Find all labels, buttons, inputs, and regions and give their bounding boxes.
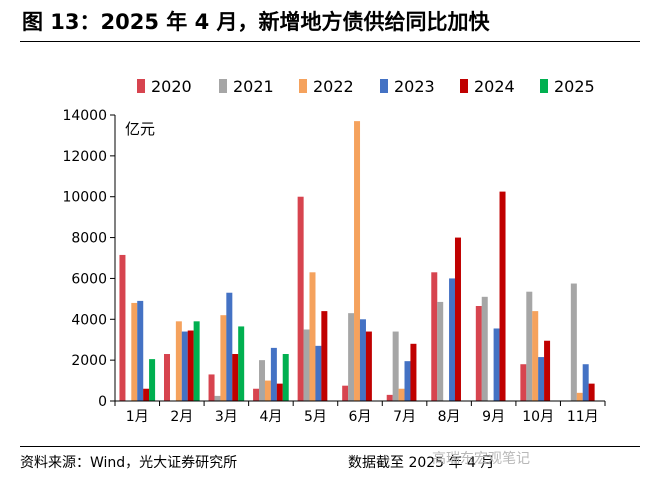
bar-2023-4月	[270, 347, 277, 401]
data-cutoff-note: 数据截至 2025 年 4 月	[348, 455, 495, 471]
y-tick-label: 10000	[62, 190, 107, 206]
chart-title: 图 13：2025 年 4 月，新增地方债供给同比加快	[22, 10, 490, 34]
footer-rule	[20, 446, 640, 447]
x-tick-label: 6月	[349, 409, 372, 425]
bar-2020-9月	[475, 306, 482, 401]
legend-label-2021: 2021	[233, 77, 274, 96]
watermark: 高瑞东宏观笔记	[432, 451, 530, 467]
legend-label-2023: 2023	[394, 77, 435, 96]
bar-2025-2月	[193, 321, 200, 401]
bar-2022-3月	[220, 315, 227, 401]
bar-2024-8月	[454, 237, 461, 401]
bar-2020-1月	[119, 254, 126, 401]
bar-2022-7月	[398, 388, 405, 401]
chart-legend: 2020 2021 2022 2023 2024 2025	[137, 77, 595, 96]
bar-2025-1月	[149, 359, 156, 401]
bar-2020-4月	[253, 388, 260, 401]
bar-2023-11月	[582, 364, 589, 401]
y-tick-label: 14000	[62, 108, 107, 124]
bar-2022-11月	[576, 392, 583, 401]
bar-2024-10月	[544, 340, 551, 401]
bar-2020-3月	[208, 374, 215, 401]
y-tick-label: 8000	[71, 231, 107, 247]
bar-2023-1月	[137, 300, 144, 401]
bar-2020-8月	[431, 272, 438, 401]
legend-swatch-2023	[380, 79, 388, 93]
y-tick-label: 6000	[71, 271, 107, 287]
bar-2024-5月	[321, 311, 328, 401]
legend-label-2025: 2025	[554, 77, 595, 96]
x-tick-label: 7月	[393, 409, 416, 425]
bar-2023-10月	[538, 357, 545, 401]
legend-swatch-2024	[460, 79, 468, 93]
bar-2021-4月	[259, 360, 266, 401]
bar-2021-11月	[570, 283, 577, 401]
bar-2022-6月	[354, 121, 361, 401]
bar-2021-7月	[392, 331, 399, 401]
x-tick-label: 5月	[304, 409, 327, 425]
x-tick-label: 4月	[259, 409, 282, 425]
bar-2024-1月	[143, 388, 150, 401]
bar-2020-7月	[386, 394, 393, 401]
bar-2021-8月	[437, 301, 444, 401]
y-tick-label: 2000	[71, 353, 107, 369]
bar-2024-3月	[232, 354, 239, 401]
y-tick-label: 0	[98, 394, 107, 410]
x-tick-label: 3月	[215, 409, 238, 425]
y-tick-label: 4000	[71, 312, 107, 328]
bar-2021-9月	[481, 296, 488, 401]
bar-2025-4月	[282, 354, 289, 401]
bar-2024-7月	[410, 343, 417, 401]
bar-2024-2月	[187, 330, 194, 401]
x-tick-label: 9月	[482, 409, 505, 425]
legend-swatch-2022	[299, 79, 307, 93]
bar-2024-11月	[588, 383, 595, 401]
bar-2022-10月	[532, 311, 539, 401]
bar-2023-2月	[181, 331, 188, 401]
bar-2023-7月	[404, 361, 411, 401]
y-axis: 0 2000 4000 6000 8000 10000 12000 14000	[62, 108, 116, 410]
bar-2022-4月	[264, 380, 271, 401]
bar-2020-5月	[297, 196, 304, 401]
legend-label-2020: 2020	[151, 77, 192, 96]
bars	[119, 121, 595, 401]
bar-2023-3月	[226, 292, 233, 401]
legend-swatch-2025	[540, 79, 548, 93]
x-tick-label: 11月	[567, 409, 599, 425]
bar-2023-5月	[315, 345, 322, 401]
bar-2025-3月	[238, 326, 245, 401]
bar-2024-6月	[365, 331, 372, 401]
x-tick-label: 10月	[522, 409, 554, 425]
bar-2023-8月	[449, 278, 456, 401]
bar-2021-6月	[348, 313, 355, 401]
bar-2022-2月	[175, 321, 182, 401]
bar-2021-10月	[526, 291, 533, 401]
bar-2024-9月	[499, 191, 506, 401]
title-rule	[20, 41, 640, 42]
legend-swatch-2020	[137, 79, 145, 93]
unit-label: 亿元	[125, 120, 155, 138]
bar-2023-6月	[359, 319, 366, 401]
bar-2021-3月	[214, 395, 221, 401]
legend-swatch-2021	[219, 79, 227, 93]
x-tick-label: 8月	[438, 409, 461, 425]
bar-2022-5月	[309, 272, 316, 401]
x-tick-label: 2月	[170, 409, 193, 425]
x-tick-label: 1月	[126, 409, 149, 425]
bar-2020-6月	[342, 385, 349, 401]
bar-2021-5月	[303, 329, 310, 401]
bar-2020-2月	[164, 354, 170, 401]
y-tick-label: 12000	[62, 149, 107, 165]
bar-2024-4月	[276, 383, 283, 401]
source-note: 资料来源：Wind，光大证券研究所	[20, 455, 238, 471]
bar-2022-1月	[131, 302, 138, 401]
x-axis: 1月 2月 3月 4月 5月 6月 7月 8月 9月 10月 11月	[114, 400, 606, 425]
legend-label-2022: 2022	[313, 77, 354, 96]
bar-2023-9月	[493, 328, 500, 401]
legend-label-2024: 2024	[474, 77, 515, 96]
bar-2020-10月	[520, 364, 527, 401]
